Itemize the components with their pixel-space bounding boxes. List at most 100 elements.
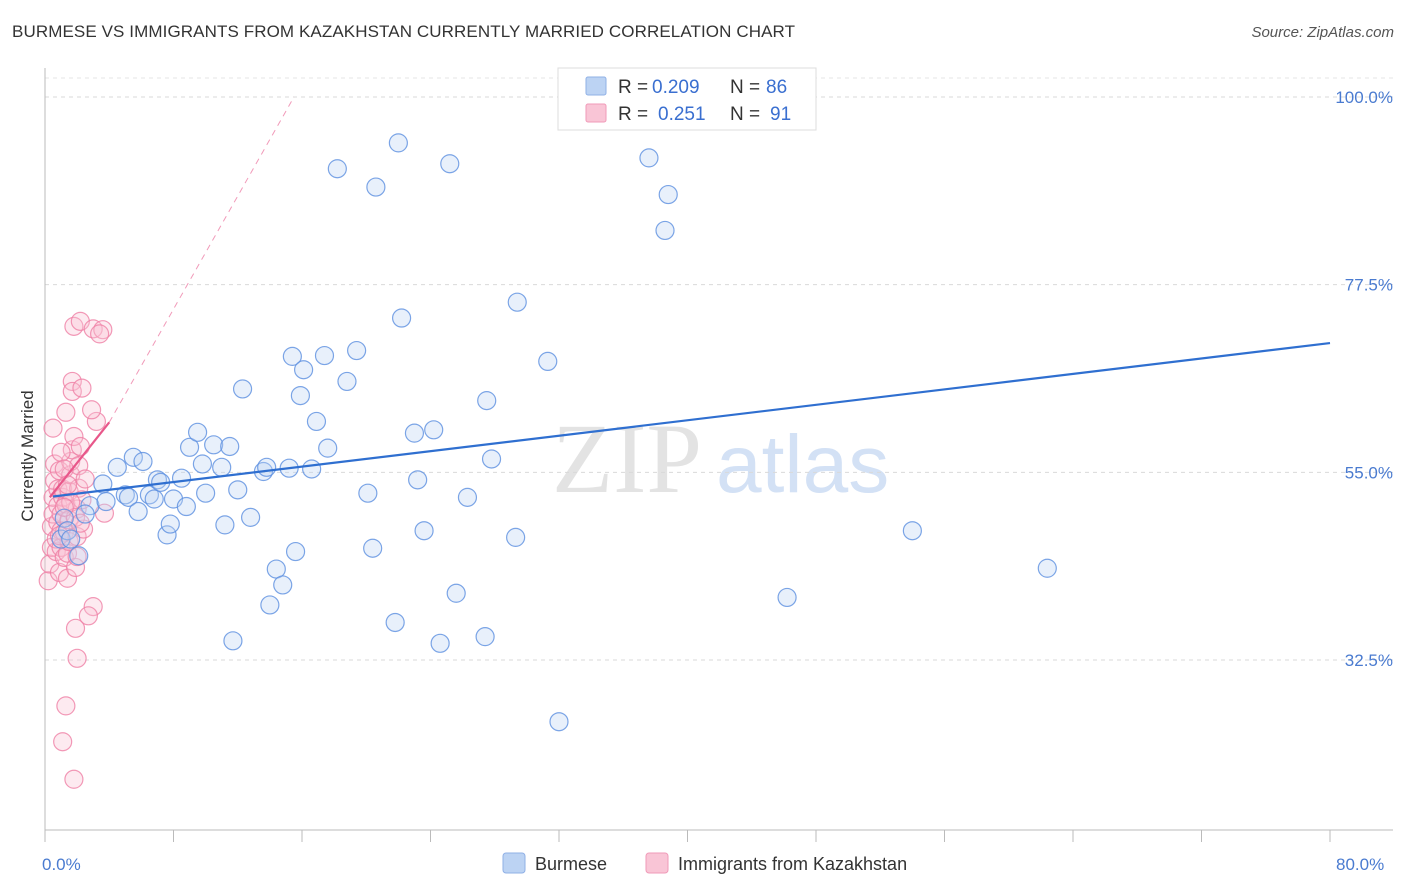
kazakhstan-point-8 <box>43 418 63 438</box>
x-max-label: 80.0% <box>1336 855 1384 874</box>
burmese-point-56 <box>385 612 405 633</box>
burmese-point-4 <box>69 546 89 566</box>
burmese-point-48 <box>314 345 335 366</box>
kazakhstan-point-56 <box>81 400 102 420</box>
burmese-point-46 <box>302 459 322 479</box>
burmese-point-12 <box>123 447 143 467</box>
bottom-swatch-burmese <box>502 852 526 874</box>
burmese-point-6 <box>75 504 95 524</box>
burmese-point-13 <box>128 501 148 522</box>
kazakhstan-point-24 <box>56 402 76 422</box>
kazakhstan-point-54 <box>83 597 103 617</box>
kazakhstan-point-58 <box>90 324 110 344</box>
kazakhstan-point-49 <box>64 769 84 789</box>
burmese-point-22 <box>171 468 192 488</box>
burmese-point-72 <box>538 351 558 372</box>
burmese-point-32 <box>223 631 243 651</box>
kazakhstan-point-59 <box>51 442 71 462</box>
kazakhstan-point-25 <box>57 568 78 588</box>
burmese-point-53 <box>358 483 378 503</box>
bottom-legend-burmese: Burmese <box>535 854 607 874</box>
axes <box>44 68 1393 831</box>
burmese-point-23 <box>176 496 196 517</box>
y-tick-label-1: 77.5% <box>1345 276 1393 295</box>
burmese-point-40 <box>273 575 293 595</box>
burmese-point-24 <box>179 437 200 457</box>
burmese-point-16 <box>144 489 164 509</box>
burmese-point-38 <box>260 595 280 615</box>
kazakhstan-trend-line <box>48 421 111 499</box>
burmese-point-31 <box>220 436 240 457</box>
burmese-point-62 <box>424 420 444 440</box>
y-tick-labels: 100.0% 77.5% 55.0% 32.5% <box>1335 88 1393 670</box>
burmese-point-68 <box>477 391 497 411</box>
burmese-point-69 <box>481 449 502 469</box>
series-legend: Burmese Immigrants from Kazakhstan <box>502 852 907 874</box>
burmese-point-44 <box>290 385 310 406</box>
gridlines <box>45 77 1393 661</box>
correlation-legend: R = 0.209 N = 86 R = 0.251 N = 91 <box>557 67 817 131</box>
burmese-point-61 <box>414 521 434 541</box>
bottom-legend-kazakhstan: Immigrants from Kazakhstan <box>678 854 907 874</box>
burmese-point-45 <box>294 360 314 380</box>
burmese-point-10 <box>115 485 135 505</box>
burmese-point-63 <box>430 633 450 653</box>
legend-r-label-1: R = <box>618 77 648 98</box>
burmese-point-28 <box>204 435 224 455</box>
kazakhstan-point-43 <box>70 436 90 457</box>
kazakhstan-point-66 <box>57 475 78 495</box>
kazakhstan-point-35 <box>64 426 84 447</box>
legend-swatch-burmese <box>585 76 607 96</box>
kazakhstan-point-64 <box>75 469 95 489</box>
burmese-point-64 <box>440 154 460 174</box>
legend-r-value-1: 0.209 <box>652 77 700 98</box>
burmese-point-27 <box>196 483 216 503</box>
burmese-point-71 <box>507 292 527 312</box>
kazakhstan-trend-extension <box>108 96 295 423</box>
burmese-point-78 <box>902 521 922 541</box>
trend-lines <box>48 96 1331 499</box>
burmese-point-29 <box>212 457 232 477</box>
kazakhstan-point-51 <box>72 378 92 398</box>
burmese-point-20 <box>160 514 180 534</box>
burmese-point-42 <box>282 346 302 366</box>
burmese-point-14 <box>133 451 153 472</box>
y-axis-title: Currently Married <box>18 390 37 521</box>
legend-swatch-kazakhstan <box>585 103 607 123</box>
kazakhstan-point-69 <box>54 497 74 517</box>
burmese-point-55 <box>366 177 386 197</box>
x-min-label: 0.0% <box>42 855 81 874</box>
burmese-point-33 <box>228 480 248 500</box>
legend-r-label-2: R = <box>618 104 648 125</box>
burmese-point-73 <box>549 712 569 732</box>
burmese-point-59 <box>404 423 425 443</box>
burmese-point-1 <box>54 508 74 528</box>
source-label: Source: ZipAtlas.com <box>1251 24 1394 41</box>
burmese-point-30 <box>215 515 235 535</box>
burmese-point-75 <box>655 220 675 241</box>
burmese-point-35 <box>241 507 261 527</box>
burmese-point-70 <box>506 527 526 547</box>
y-tick-label-0: 100.0% <box>1335 88 1393 107</box>
burmese-point-8 <box>96 491 116 512</box>
kazakhstan-point-47 <box>56 696 76 716</box>
burmese-point-25 <box>187 422 208 442</box>
legend-n-label-2: N = <box>730 104 760 125</box>
watermark-zip: ZIP <box>552 403 702 514</box>
burmese-point-79 <box>1037 558 1057 578</box>
kazakhstan-point-53 <box>86 411 107 432</box>
chart-title: BURMESE VS IMMIGRANTS FROM KAZAKHSTAN CU… <box>12 22 796 41</box>
burmese-point-43 <box>285 541 306 562</box>
burmese-point-66 <box>457 487 478 507</box>
kazakhstan-point-67 <box>67 546 87 567</box>
burmese-points <box>51 133 1057 732</box>
burmese-point-77 <box>777 587 797 608</box>
burmese-point-26 <box>192 454 213 474</box>
y-tick-label-3: 32.5% <box>1345 651 1393 670</box>
burmese-point-3 <box>61 529 81 549</box>
kazakhstan-point-36 <box>64 316 84 336</box>
legend-n-value-1: 86 <box>766 77 787 98</box>
burmese-point-19 <box>157 525 177 545</box>
burmese-point-74 <box>639 148 659 168</box>
legend-n-value-2: 91 <box>770 104 791 125</box>
